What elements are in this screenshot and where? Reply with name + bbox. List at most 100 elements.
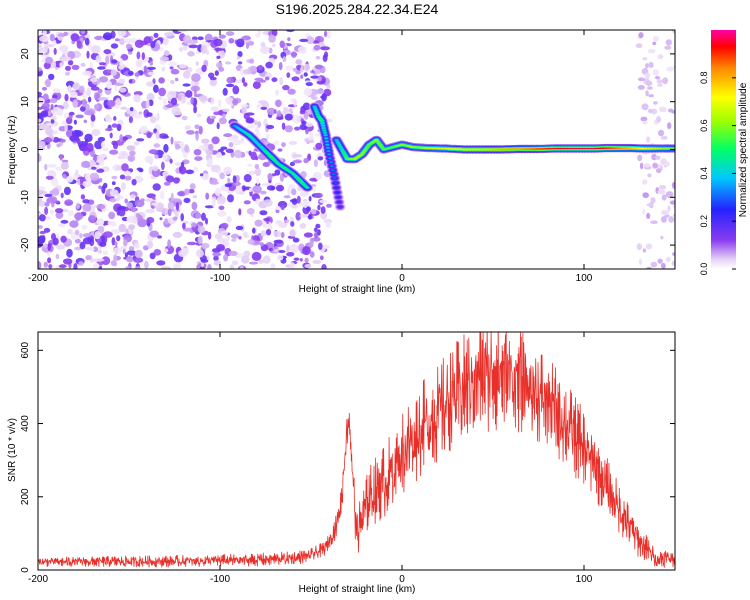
spectrogram-ridge-point [326,150,331,153]
spectrogram-ridge-point [334,139,339,141]
spectrogram-ridge-point [504,148,509,151]
spectrogram-noise-blob [183,70,191,79]
spectrogram-noise-blob [49,33,55,42]
spectrogram-noise-blob [270,186,275,191]
spectrogram-noise-blob [48,196,58,203]
spectrogram-noise-blob [38,186,46,191]
spectrogram-ridge-point [343,155,348,157]
spectrogram-noise-blob [300,74,304,79]
spectrogram-noise-blob [650,197,656,204]
spectrogram-noise-blob [38,44,43,49]
spectrogram-xlabel: Height of straight line (km) [299,284,416,295]
spectrogram-noise-blob [267,173,273,181]
spectrogram-noise-blob [228,38,235,44]
spectrogram-noise-blob [177,94,182,102]
spectrogram-noise-blob [260,46,270,55]
spectrogram-noise-blob [75,169,79,177]
spectrogram-noise-blob [114,241,118,247]
spectrogram-noise-blob [81,98,87,108]
spectrogram-noise-blob [259,242,264,247]
spectrogram-ridge-point [574,147,579,150]
spectrogram-noise-blob [72,83,78,89]
spectrogram-noise-blob [305,82,313,87]
spectrogram-noise-blob [162,135,169,139]
spectrogram-noise-blob [70,33,80,42]
spectrogram-ridge-point [558,147,563,150]
spectrogram-noise-blob [309,177,317,182]
spectrogram-ridge-point [320,122,325,125]
spectrogram-ridge-point [376,142,381,145]
spectrogram-noise-blob [169,91,177,96]
spectrogram-noise-blob [136,138,145,142]
spectrogram-noise-blob [288,183,296,190]
spectrogram-noise-blob [270,263,276,269]
spectrogram-noise-blob [209,78,217,87]
spectrogram-noise-blob [167,201,175,211]
spectrogram-noise-blob [669,200,675,205]
spectrogram-ridge-point [610,147,615,150]
spectrogram-noise-blob [308,195,312,202]
spectrogram-noise-blob [98,249,102,254]
spectrogram-noise-blob [165,175,175,183]
spectrogram-noise-blob [309,239,314,248]
spectrogram-ridge-point [374,139,379,141]
spectrogram-ridge-point [619,147,624,150]
spectrogram-ridge-point [329,161,333,164]
spectrogram-noise-blob [650,220,658,224]
spectrogram-noise-blob [289,229,296,237]
spectrogram-noise-blob [309,131,314,139]
spectrogram-noise-blob [147,71,155,76]
spectrogram-noise-blob [271,77,278,83]
spectrogram-noise-blob [266,124,275,130]
spectrogram-ridge-point [595,147,600,150]
spectrogram-noise-blob [116,123,122,132]
spectrogram-noise-blob [209,76,217,81]
spectrogram-noise-blob [62,258,73,265]
spectrogram-noise-blob [226,233,231,242]
spectrogram-noise-blob [61,56,71,62]
spectrogram-noise-blob [643,163,651,168]
spectrogram-noise-blob [52,237,59,246]
spectrogram-noise-blob [43,261,48,268]
spectrogram-noise-blob [98,76,109,83]
spectrogram-ridge-point [498,148,503,151]
spectrogram-noise-blob [146,81,154,87]
spectrogram-noise-blob [322,54,328,62]
spectrogram-noise-blob [260,106,268,110]
spectrogram-noise-blob [223,166,233,175]
spectrogram-ridge-point [489,148,494,151]
spectrogram-noise-blob [55,166,62,171]
spectrogram-noise-blob [69,220,79,228]
spectrogram-noise-blob [260,42,266,48]
spectrogram-noise-blob [647,86,653,90]
spectrogram-noise-blob [38,261,42,269]
spectrogram-noise-blob [218,117,227,125]
spectrogram-noise-blob [38,91,42,97]
spectrogram-ridge-point [622,147,627,150]
spectrogram-noise-blob [117,205,127,211]
spectrogram-noise-blob [280,205,285,211]
spectrogram-noise-blob [288,141,298,145]
spectrogram-noise-blob [225,97,234,103]
spectrogram-noise-blob [157,235,162,239]
spectrogram-ridge-point [507,148,512,151]
spectrogram-noise-blob [306,36,315,44]
spectrogram-noise-blob [276,255,284,261]
spectrogram-noise-blob [261,183,269,187]
spectrogram-noise-blob [665,39,672,46]
spectrogram-ridge-point [616,147,621,150]
spectrogram-noise-blob [278,62,283,71]
spectrogram-ridge-point [601,147,606,150]
spectrogram-noise-blob [96,165,100,170]
spectrogram-noise-blob [195,213,202,219]
spectrogram-noise-blob [39,35,50,43]
spectrogram-noise-blob [667,122,672,130]
spectrogram-noise-blob [257,30,262,36]
spectrogram-noise-blob [97,66,106,70]
spectrogram-noise-blob [252,185,262,193]
spectrogram-noise-blob [239,266,244,269]
spectrogram-noise-blob [120,245,128,250]
spectrogram-noise-blob [156,260,166,266]
spectrogram-noise-blob [108,211,116,220]
